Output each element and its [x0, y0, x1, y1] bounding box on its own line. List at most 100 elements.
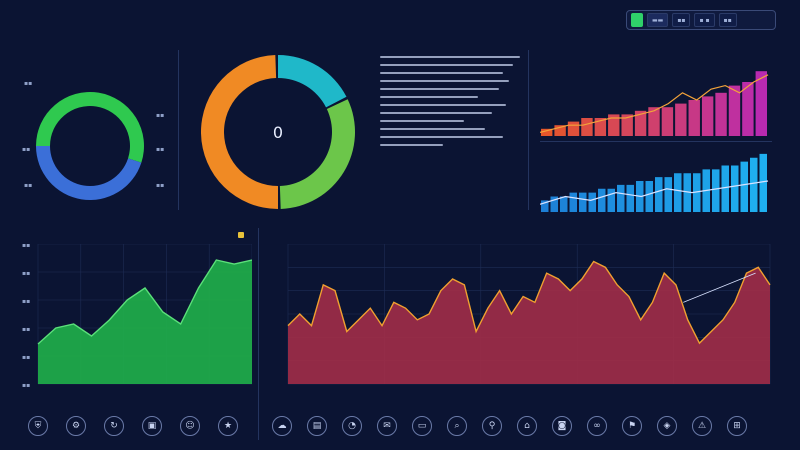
bar — [645, 181, 653, 212]
donut-slice — [36, 91, 144, 163]
bar — [664, 177, 672, 212]
folder-icon[interactable]: ▭ — [412, 416, 432, 436]
chart-icon[interactable]: ▤ — [307, 416, 327, 436]
bar — [569, 192, 577, 212]
donut-left-tick: ▪▪ — [22, 146, 31, 153]
text-line — [380, 88, 499, 90]
cloud-icon[interactable]: ☁ — [272, 416, 292, 436]
text-line — [380, 128, 485, 130]
y-tick-label: ▪▪ — [22, 326, 30, 333]
series-line — [540, 74, 769, 133]
user-icon[interactable]: ☺ — [180, 416, 200, 436]
toolbar-button[interactable]: ▪▪ — [672, 13, 691, 27]
area-red-chart — [287, 244, 771, 385]
tag-icon[interactable]: ◈ — [657, 416, 677, 436]
text-line — [380, 144, 443, 146]
bar — [541, 200, 549, 212]
bar — [661, 107, 674, 136]
donut-large-chart: 0 — [201, 55, 355, 209]
text-line — [380, 104, 506, 106]
series-line — [540, 180, 769, 205]
vertical-divider — [528, 50, 529, 210]
bar — [740, 161, 748, 212]
donut-right-tick: ▪▪ — [156, 182, 165, 189]
bar — [755, 71, 767, 136]
area-line — [37, 259, 252, 345]
bar — [634, 110, 647, 136]
text-line — [380, 64, 513, 66]
flag-icon[interactable]: ⚑ — [622, 416, 642, 436]
view-toolbar: ▬▬ ▪▪ ▪ ▪ ▪▪ — [626, 10, 776, 30]
bar — [608, 114, 620, 136]
shield-icon[interactable]: ⛨ — [28, 416, 48, 436]
bar — [655, 177, 663, 212]
area-line — [287, 260, 771, 345]
bar — [693, 173, 701, 212]
search-icon[interactable]: ⌕ — [447, 416, 467, 436]
bar — [617, 184, 625, 212]
bar — [750, 157, 758, 212]
bar — [675, 103, 687, 136]
text-line — [380, 136, 504, 138]
bar — [759, 153, 767, 212]
bar — [541, 128, 553, 136]
toolbar-button[interactable]: ▪▪ — [718, 13, 737, 27]
lock-icon[interactable]: ▣ — [142, 416, 162, 436]
refresh-icon[interactable]: ↻ — [104, 416, 124, 436]
bar — [731, 165, 739, 212]
yellow-marker-icon — [238, 232, 244, 238]
text-line — [380, 72, 504, 74]
bar — [598, 188, 606, 212]
donut-left-tick: ▪▪ — [24, 80, 33, 87]
home-icon[interactable]: ⌂ — [517, 416, 537, 436]
bar — [594, 118, 607, 136]
bar — [560, 196, 568, 212]
toolbar-button[interactable]: ▪ ▪ — [694, 13, 715, 27]
bar — [715, 92, 727, 136]
donut-slice — [278, 55, 347, 108]
bar — [550, 196, 558, 212]
donut-right-tick: ▪▪ — [156, 112, 165, 119]
text-line — [380, 56, 520, 58]
bar — [626, 184, 634, 212]
donut-slice — [279, 99, 355, 209]
y-tick-label: ▪▪ — [22, 298, 30, 305]
pin-icon[interactable]: ⚲ — [482, 416, 502, 436]
icon-row-right: ☁ ▤ ◔ ✉ ▭ ⌕ ⚲ ⌂ ◙ ∞ ⚑ ◈ ⚠ ⊞ — [272, 416, 747, 436]
area-fill — [38, 260, 252, 384]
bar — [688, 100, 700, 136]
donut-right-tick: ▪▪ — [156, 146, 165, 153]
toolbar-button[interactable]: ▬▬ — [647, 13, 669, 27]
mail-icon[interactable]: ✉ — [377, 416, 397, 436]
donut-slice — [36, 146, 142, 200]
bar — [712, 169, 720, 212]
alert-icon[interactable]: ⚠ — [692, 416, 712, 436]
cart-icon[interactable]: ⊞ — [727, 416, 747, 436]
icon-row-left: ⛨ ⚙ ↻ ▣ ☺ ★ — [28, 416, 238, 436]
y-tick-label: ▪▪ — [22, 382, 30, 389]
donut-small-chart — [36, 91, 144, 200]
vertical-divider — [258, 228, 259, 440]
area-green-chart: ▪▪ ▪▪ ▪▪ ▪▪ ▪▪ ▪▪ — [22, 244, 252, 389]
donut-slice — [201, 55, 278, 209]
star-icon[interactable]: ★ — [218, 416, 238, 436]
bar — [554, 125, 566, 136]
y-tick-label: ▪▪ — [22, 244, 30, 249]
bar — [674, 173, 682, 212]
bar — [683, 173, 691, 212]
camera-icon[interactable]: ◙ — [552, 416, 572, 436]
text-line — [380, 112, 492, 114]
y-tick-label: ▪▪ — [22, 354, 30, 361]
bar-blue-chart — [540, 153, 769, 212]
text-line — [380, 96, 478, 98]
y-tick-label: ▪▪ — [22, 270, 30, 277]
text-summary-block — [380, 56, 520, 152]
toolbar-button[interactable] — [631, 13, 643, 27]
horizontal-divider — [540, 141, 772, 142]
bell-icon[interactable]: ◔ — [342, 416, 362, 436]
gear-icon[interactable]: ⚙ — [66, 416, 86, 436]
bar — [581, 118, 593, 136]
link-icon[interactable]: ∞ — [587, 416, 607, 436]
bar — [607, 188, 615, 212]
bar — [728, 85, 741, 136]
